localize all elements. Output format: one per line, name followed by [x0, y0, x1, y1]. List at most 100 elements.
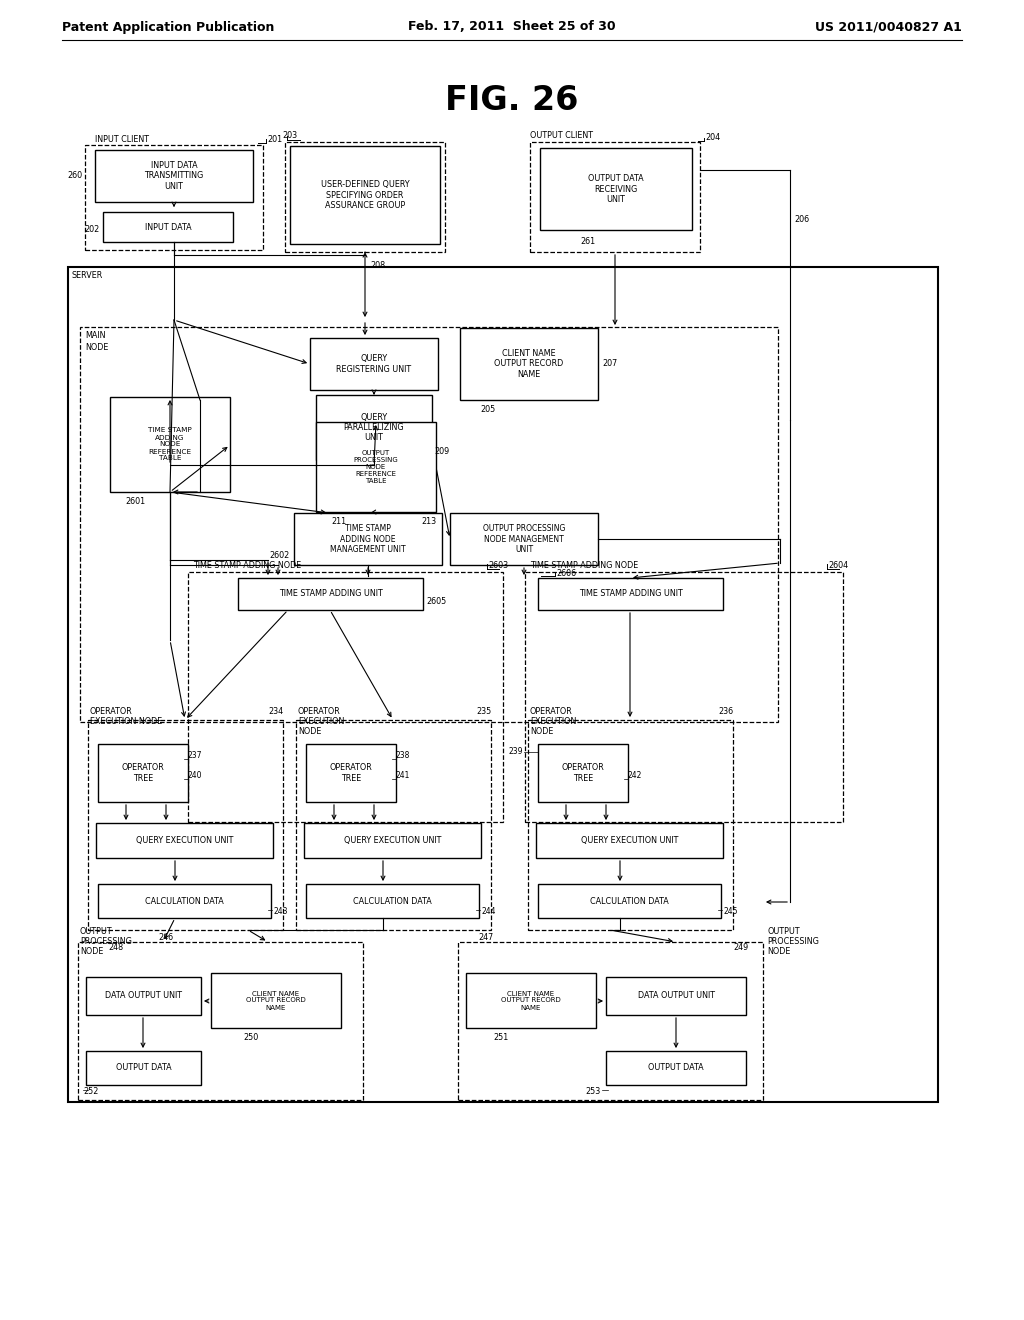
Text: Feb. 17, 2011  Sheet 25 of 30: Feb. 17, 2011 Sheet 25 of 30	[409, 21, 615, 33]
Text: 235: 235	[476, 706, 492, 715]
Text: QUERY
PARALLELIZING
UNIT: QUERY PARALLELIZING UNIT	[344, 413, 404, 442]
Text: OUTPUT: OUTPUT	[767, 928, 800, 936]
Text: 205: 205	[480, 405, 496, 414]
Text: CALCULATION DATA: CALCULATION DATA	[353, 896, 432, 906]
Text: 2602: 2602	[269, 550, 290, 560]
Text: 242: 242	[628, 771, 642, 780]
Bar	[525, 572, 843, 822]
Text: EXECUTION: EXECUTION	[298, 717, 344, 726]
Text: 2604: 2604	[828, 561, 848, 570]
Text: 2601: 2601	[125, 498, 145, 507]
Bar	[538, 744, 628, 803]
Text: OUTPUT
PROCESSING
NODE
REFERENCE
TABLE: OUTPUT PROCESSING NODE REFERENCE TABLE	[353, 450, 398, 484]
Text: 247: 247	[478, 932, 494, 941]
Text: OUTPUT PROCESSING
NODE MANAGEMENT
UNIT: OUTPUT PROCESSING NODE MANAGEMENT UNIT	[482, 524, 565, 554]
Text: TIME STAMP ADDING UNIT: TIME STAMP ADDING UNIT	[579, 590, 682, 598]
Bar	[86, 977, 201, 1015]
Text: 243: 243	[273, 908, 288, 916]
Text: 203: 203	[282, 132, 297, 140]
Bar	[86, 1051, 201, 1085]
Text: CLIENT NAME
OUTPUT RECORD
NAME: CLIENT NAME OUTPUT RECORD NAME	[501, 990, 561, 1011]
Text: US 2011/0040827 A1: US 2011/0040827 A1	[815, 21, 962, 33]
Text: 236: 236	[718, 706, 733, 715]
Bar	[211, 973, 341, 1028]
Text: QUERY EXECUTION UNIT: QUERY EXECUTION UNIT	[581, 836, 678, 845]
Text: CALCULATION DATA: CALCULATION DATA	[590, 896, 669, 906]
Text: 239: 239	[509, 747, 523, 756]
Text: OPERATOR: OPERATOR	[90, 706, 133, 715]
Text: 211: 211	[331, 517, 346, 527]
Text: OPERATOR
TREE: OPERATOR TREE	[122, 763, 165, 783]
Text: 234: 234	[268, 706, 283, 715]
Bar	[530, 143, 700, 252]
Text: TIME STAMP
ADDING NODE
MANAGEMENT UNIT: TIME STAMP ADDING NODE MANAGEMENT UNIT	[330, 524, 406, 554]
Text: 207: 207	[602, 359, 617, 368]
Bar	[538, 578, 723, 610]
Text: 2605: 2605	[426, 598, 446, 606]
Text: 213: 213	[421, 517, 436, 527]
Text: OPERATOR: OPERATOR	[298, 706, 341, 715]
Bar	[103, 213, 233, 242]
Bar	[450, 513, 598, 565]
Text: QUERY EXECUTION UNIT: QUERY EXECUTION UNIT	[344, 836, 441, 845]
Text: NODE: NODE	[85, 342, 109, 351]
Text: TIME STAMP ADDING NODE: TIME STAMP ADDING NODE	[193, 561, 301, 570]
Bar	[290, 147, 440, 244]
Text: 248: 248	[108, 942, 123, 952]
Text: INPUT DATA
TRANSMITTING
UNIT: INPUT DATA TRANSMITTING UNIT	[144, 161, 204, 191]
Text: 238: 238	[396, 751, 411, 759]
Text: 209: 209	[434, 447, 450, 457]
Bar	[188, 572, 503, 822]
Text: 260: 260	[68, 172, 83, 181]
Text: 245: 245	[723, 908, 737, 916]
Text: 246: 246	[158, 932, 173, 941]
Bar	[294, 513, 442, 565]
Text: 261: 261	[580, 238, 595, 247]
Text: 252: 252	[83, 1088, 98, 1097]
Text: CLIENT NAME
OUTPUT RECORD
NAME: CLIENT NAME OUTPUT RECORD NAME	[495, 348, 563, 379]
Bar	[606, 1051, 746, 1085]
Text: OPERATOR
TREE: OPERATOR TREE	[330, 763, 373, 783]
Text: 204: 204	[705, 133, 720, 143]
Text: 240: 240	[188, 771, 203, 780]
Text: CLIENT NAME
OUTPUT RECORD
NAME: CLIENT NAME OUTPUT RECORD NAME	[246, 990, 306, 1011]
Text: OUTPUT DATA: OUTPUT DATA	[116, 1064, 171, 1072]
Bar	[306, 884, 479, 917]
Bar	[316, 422, 436, 512]
Bar	[110, 397, 230, 492]
Text: CALCULATION DATA: CALCULATION DATA	[145, 896, 224, 906]
Bar	[606, 977, 746, 1015]
Text: EXECUTION: EXECUTION	[530, 717, 577, 726]
Text: OUTPUT DATA: OUTPUT DATA	[648, 1064, 703, 1072]
Text: INPUT DATA: INPUT DATA	[144, 223, 191, 231]
Text: 241: 241	[396, 771, 411, 780]
Bar	[68, 267, 938, 1102]
Text: Patent Application Publication: Patent Application Publication	[62, 21, 274, 33]
Bar	[458, 942, 763, 1100]
Text: OPERATOR: OPERATOR	[530, 706, 572, 715]
Text: 208: 208	[370, 260, 385, 269]
Text: TIME STAMP ADDING NODE: TIME STAMP ADDING NODE	[530, 561, 638, 570]
Text: OPERATOR
TREE: OPERATOR TREE	[561, 763, 604, 783]
Text: EXECUTION NODE: EXECUTION NODE	[90, 717, 162, 726]
Bar	[96, 822, 273, 858]
Bar	[310, 338, 438, 389]
Text: 202: 202	[85, 226, 100, 235]
Bar	[460, 327, 598, 400]
Bar	[466, 973, 596, 1028]
Text: PROCESSING: PROCESSING	[767, 937, 819, 946]
Text: 201: 201	[267, 135, 283, 144]
Text: 249: 249	[733, 942, 749, 952]
Text: MAIN: MAIN	[85, 330, 105, 339]
Text: OUTPUT DATA
RECEIVING
UNIT: OUTPUT DATA RECEIVING UNIT	[588, 174, 644, 203]
Bar	[85, 145, 263, 249]
Text: 244: 244	[481, 908, 496, 916]
Bar	[238, 578, 423, 610]
Text: QUERY EXECUTION UNIT: QUERY EXECUTION UNIT	[136, 836, 233, 845]
Text: PROCESSING: PROCESSING	[80, 937, 132, 946]
Bar	[78, 942, 362, 1100]
Text: 206: 206	[794, 215, 809, 224]
Text: 250: 250	[243, 1034, 258, 1043]
Bar	[540, 148, 692, 230]
Text: DATA OUTPUT UNIT: DATA OUTPUT UNIT	[638, 991, 715, 1001]
